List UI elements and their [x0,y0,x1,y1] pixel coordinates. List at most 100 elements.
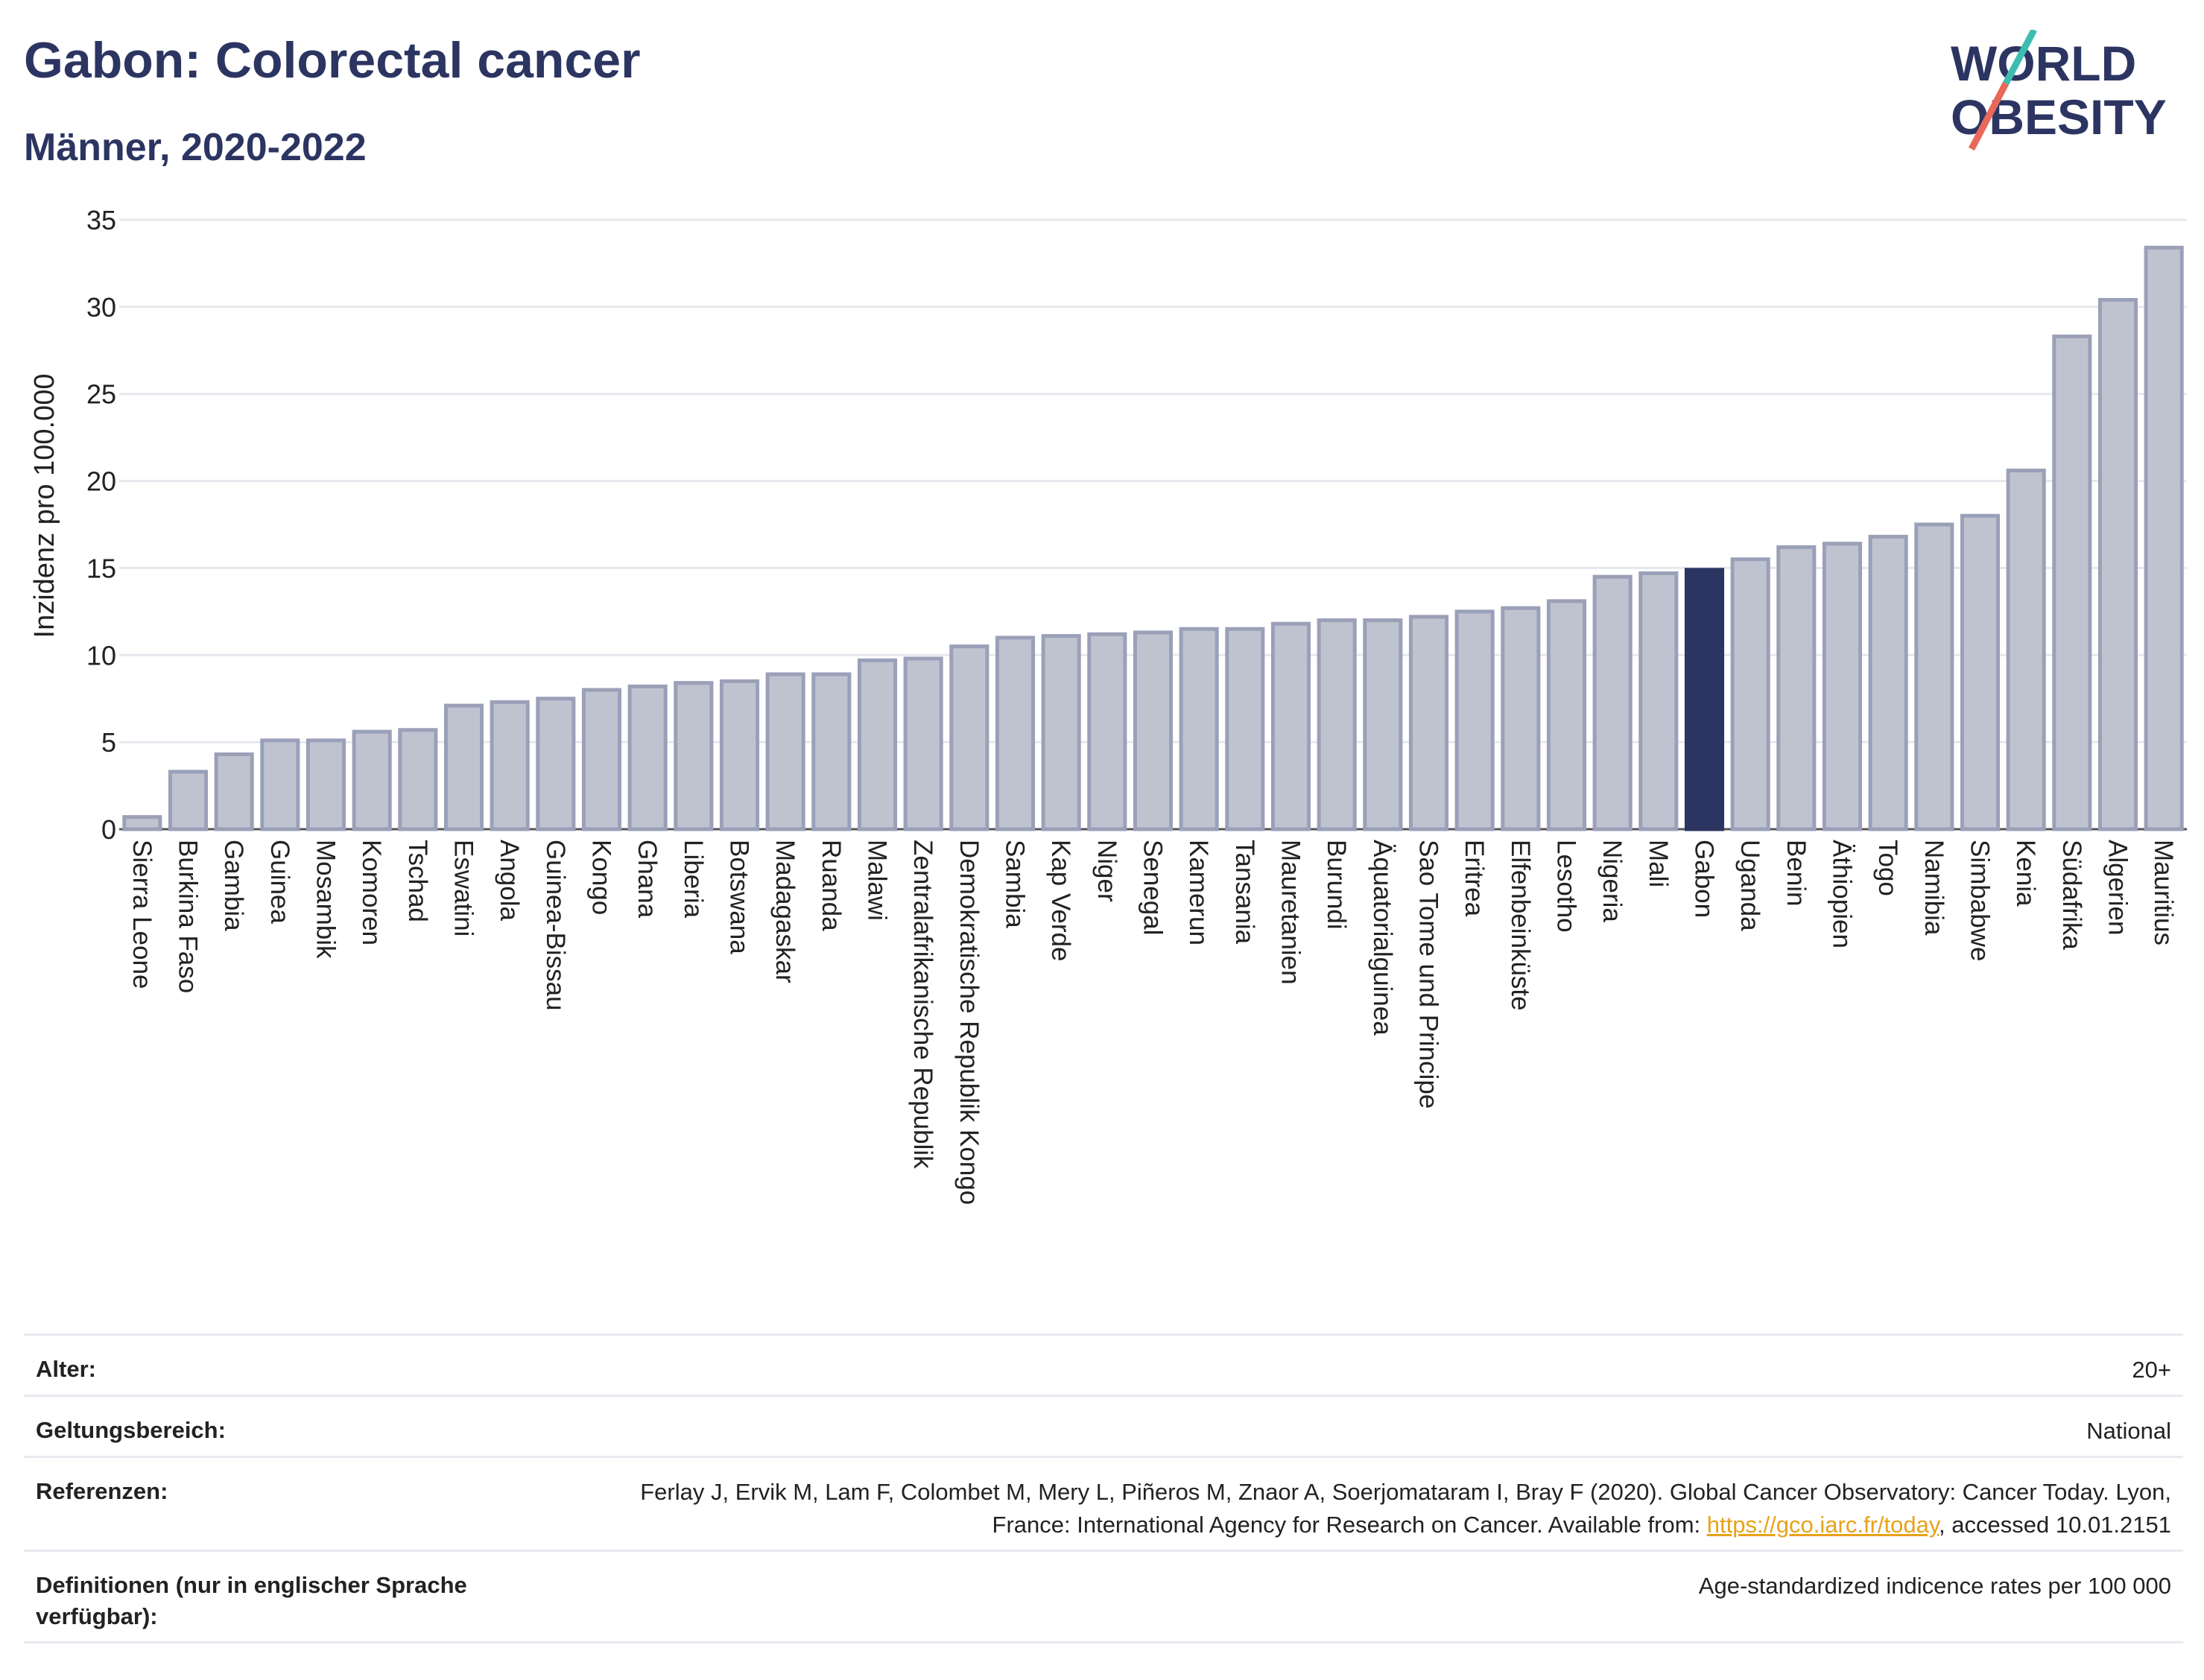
y-tick-label: 30 [86,292,116,323]
bar-mauritius[interactable] [2144,245,2184,831]
y-tick-label: 35 [86,205,116,235]
bar-ghana[interactable] [627,684,668,831]
x-tick-label: Burkina Faso [174,840,203,993]
chart-title: Gabon: Colorectal cancer [24,32,641,89]
x-tick-label: Benin [1782,840,1811,907]
y-tick-label: 25 [86,379,116,410]
x-tick-label: Kenia [2011,840,2040,907]
bar-tschad[interactable] [398,728,438,831]
references-text: Ferlay J, Ervik M, Lam F, Colombet M, Me… [640,1479,2171,1538]
bar-kamerun[interactable] [1179,627,1219,831]
x-tick-label: Zentralafrikanische Republik [908,840,937,1169]
bar-nigeria[interactable] [1592,574,1633,831]
x-tick-label: Senegal [1139,840,1168,935]
bar-komoren[interactable] [352,729,392,831]
bar-uganda[interactable] [1730,557,1770,831]
x-tick-label: Gambia [219,840,248,931]
metadata-table: Alter: 20+ Geltungsbereich: National Ref… [24,1334,2183,1643]
x-tick-label: Malawi [863,840,892,921]
bar-kenia[interactable] [2006,469,2046,831]
bar-guinea[interactable] [260,738,300,831]
definitions-label: Definitionen (nur in englischer Sprache … [36,1572,467,1629]
bar-malawi[interactable] [857,658,898,831]
x-tick-label: Angola [495,840,524,922]
bar-kap-verde[interactable] [1041,634,1081,831]
x-tick-label: Namibia [1919,840,1948,936]
definitions-value: Age-standardized indicence rates per 100… [1698,1573,2171,1599]
bar-sambia[interactable] [995,635,1036,831]
bar-chart: 0 5 10 15 20 25 30 35 Sierra Leone Burkina Faso G… [29,205,2187,1205]
references-accessed: , accessed 10.01.2151 [1939,1512,2171,1538]
bar-mauretanien[interactable] [1270,621,1311,831]
y-tick-label: 15 [86,553,116,583]
bar-mosambik[interactable] [305,738,346,831]
bar-angola[interactable] [490,700,530,831]
bar-madagaskar[interactable] [765,672,805,831]
chart-subtitle: Männer, 2020-2022 [24,126,367,169]
bar-senegal[interactable] [1133,630,1174,831]
bar-sierra-leone[interactable] [122,815,162,831]
meta-row-definitions: Definitionen (nur in englischer Sprache … [24,1550,2183,1643]
bar-guinea-bissau[interactable] [536,697,576,831]
x-tick-label: Sao Tome und Principe [1414,840,1443,1109]
bar-botswana[interactable] [719,679,760,831]
scope-value: National [2086,1418,2171,1444]
x-tick-label: Algerien [2103,840,2132,935]
x-tick-label: Liberia [679,840,708,919]
x-tick-label: Mosambik [311,840,341,959]
bar-sao-tome-und-principe[interactable] [1408,615,1449,831]
x-tick-label: Botswana [725,840,754,954]
x-tick-label: Nigeria [1597,840,1627,922]
references-value: Ferlay J, Ervik M, Lam F, Colombet M, Me… [607,1476,2171,1541]
bar-eritrea[interactable] [1454,609,1495,831]
bar-südafrika[interactable] [2052,335,2092,831]
bar-burkina-faso[interactable] [168,770,209,831]
x-tick-label: Lesotho [1552,840,1581,933]
y-axis-label: Inzidenz pro 100.000 [29,374,60,638]
bar-ruanda[interactable] [811,672,852,831]
meta-row-age: Alter: 20+ [24,1334,2183,1395]
bar-demokratische-republik-kongo[interactable] [949,644,989,831]
logo-slash-coral [1969,81,2009,151]
bar-namibia[interactable] [1914,522,1954,831]
x-tick-label: Kap Verde [1046,840,1075,961]
bar-simbabwe[interactable] [1960,513,2001,831]
x-tick-label: Kamerun [1184,840,1213,945]
x-tick-label: Ruanda [817,840,846,931]
x-tick-label: Mali [1644,840,1673,887]
bar-niger[interactable] [1087,632,1127,831]
bar-togo[interactable] [1868,534,1908,831]
bar-mali[interactable] [1638,571,1679,831]
x-tick-label: Guinea [265,840,294,924]
bar-äquatorialguinea[interactable] [1363,618,1403,831]
bar-gambia[interactable] [214,752,254,831]
age-value: 20+ [2132,1357,2171,1383]
bar-eswatini[interactable] [443,703,484,831]
bar-liberia[interactable] [674,681,714,831]
x-tick-label: Mauritius [2149,840,2178,945]
bar-äthiopien[interactable] [1822,542,1863,831]
x-tick-label: Uganda [1735,840,1764,931]
x-tick-label: Niger [1092,840,1121,902]
references-link[interactable]: https://gco.iarc.fr/today [1706,1512,1939,1538]
logo-slash-teal [2003,30,2037,86]
bar-lesotho[interactable] [1546,599,1587,831]
bar-gabon[interactable] [1684,568,1725,831]
x-tick-label: Äquatorialguinea [1368,840,1397,1036]
bar-algerien[interactable] [2097,298,2138,831]
bar-kongo[interactable] [581,688,622,831]
bar-tansania[interactable] [1225,627,1265,831]
x-tick-label: Ghana [633,840,662,919]
x-tick-label: Tschad [403,840,432,922]
x-tick-label: Guinea-Bissau [541,840,570,1011]
x-tick-label: Gabon [1690,840,1719,918]
x-tick-label: Kongo [587,840,616,915]
bar-benin[interactable] [1776,545,1817,831]
bar-zentralafrikanische-republik[interactable] [903,656,943,831]
x-tick-label: Sierra Leone [127,840,156,989]
bar-elfenbeinküste[interactable] [1501,606,1541,831]
x-tick-label: Togo [1873,840,1902,896]
x-tick-label: Madagaskar [770,840,799,983]
bar-burundi[interactable] [1317,618,1357,831]
y-tick-label: 0 [101,814,116,845]
